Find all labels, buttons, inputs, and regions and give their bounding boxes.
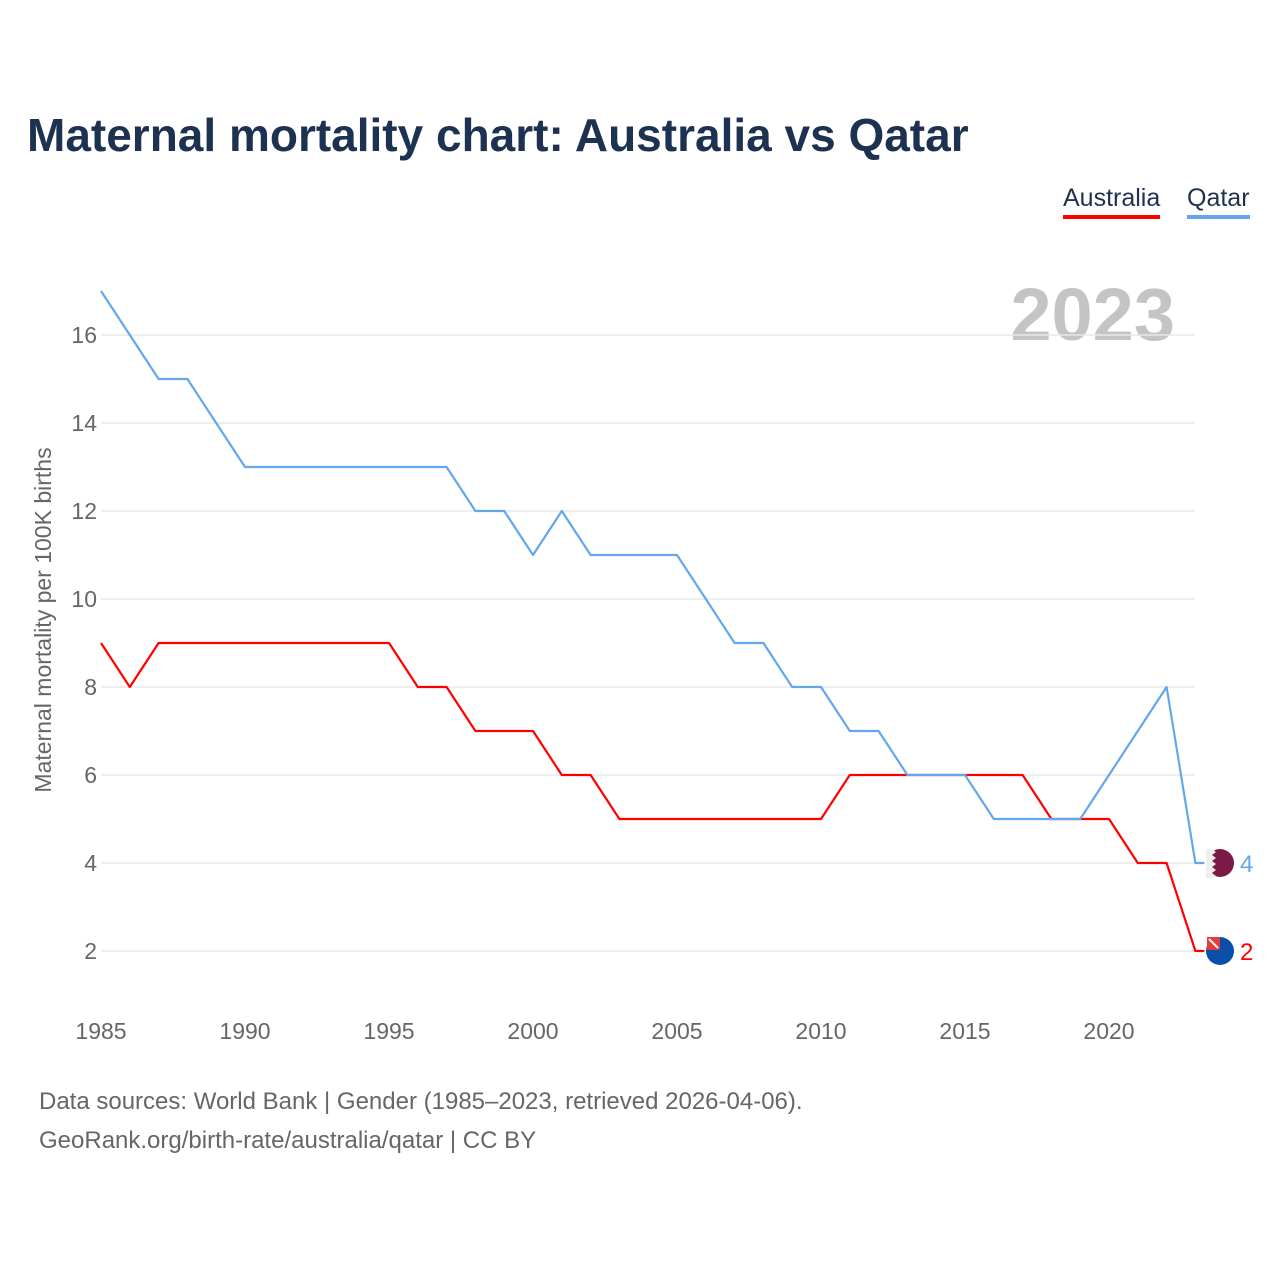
y-tick-label: 10 bbox=[71, 586, 97, 612]
x-tick-label: 1995 bbox=[363, 1018, 414, 1044]
x-tick-label: 2015 bbox=[939, 1018, 990, 1044]
y-axis-label: Maternal mortality per 100K births bbox=[30, 447, 56, 792]
year-watermark: 2023 bbox=[1010, 273, 1175, 356]
x-tick-label: 1990 bbox=[219, 1018, 270, 1044]
y-tick-label: 16 bbox=[71, 322, 97, 348]
x-tick-label: 2020 bbox=[1083, 1018, 1134, 1044]
y-tick-label: 8 bbox=[84, 674, 97, 700]
x-tick-label: 1985 bbox=[75, 1018, 126, 1044]
y-tick-label: 14 bbox=[71, 410, 97, 436]
x-tick-label: 2005 bbox=[651, 1018, 702, 1044]
australia-flag-cross bbox=[1208, 938, 1219, 949]
credit-link[interactable]: GeoRank.org/birth-rate/australia/qatar |… bbox=[39, 1127, 537, 1154]
x-tick-label: 2000 bbox=[507, 1018, 558, 1044]
series-line-australia bbox=[100, 641, 1205, 953]
y-tick-label: 4 bbox=[84, 850, 97, 876]
end-value-label: 2 bbox=[1240, 939, 1253, 966]
qatar-flag-stripe bbox=[1206, 849, 1216, 878]
series-line-qatar bbox=[100, 290, 1205, 865]
chart-title: Maternal mortality chart: Australia vs Q… bbox=[27, 109, 969, 161]
x-tick-label: 2010 bbox=[795, 1018, 846, 1044]
y-tick-label: 12 bbox=[71, 498, 97, 524]
y-tick-label: 6 bbox=[84, 762, 97, 788]
end-value-label: 4 bbox=[1240, 851, 1253, 878]
y-tick-label: 2 bbox=[84, 938, 97, 964]
legend-australia[interactable]: Australia bbox=[1063, 184, 1161, 219]
source-text: Data sources: World Bank | Gender (1985–… bbox=[39, 1088, 803, 1115]
legend-qatar[interactable]: Qatar bbox=[1187, 184, 1250, 219]
